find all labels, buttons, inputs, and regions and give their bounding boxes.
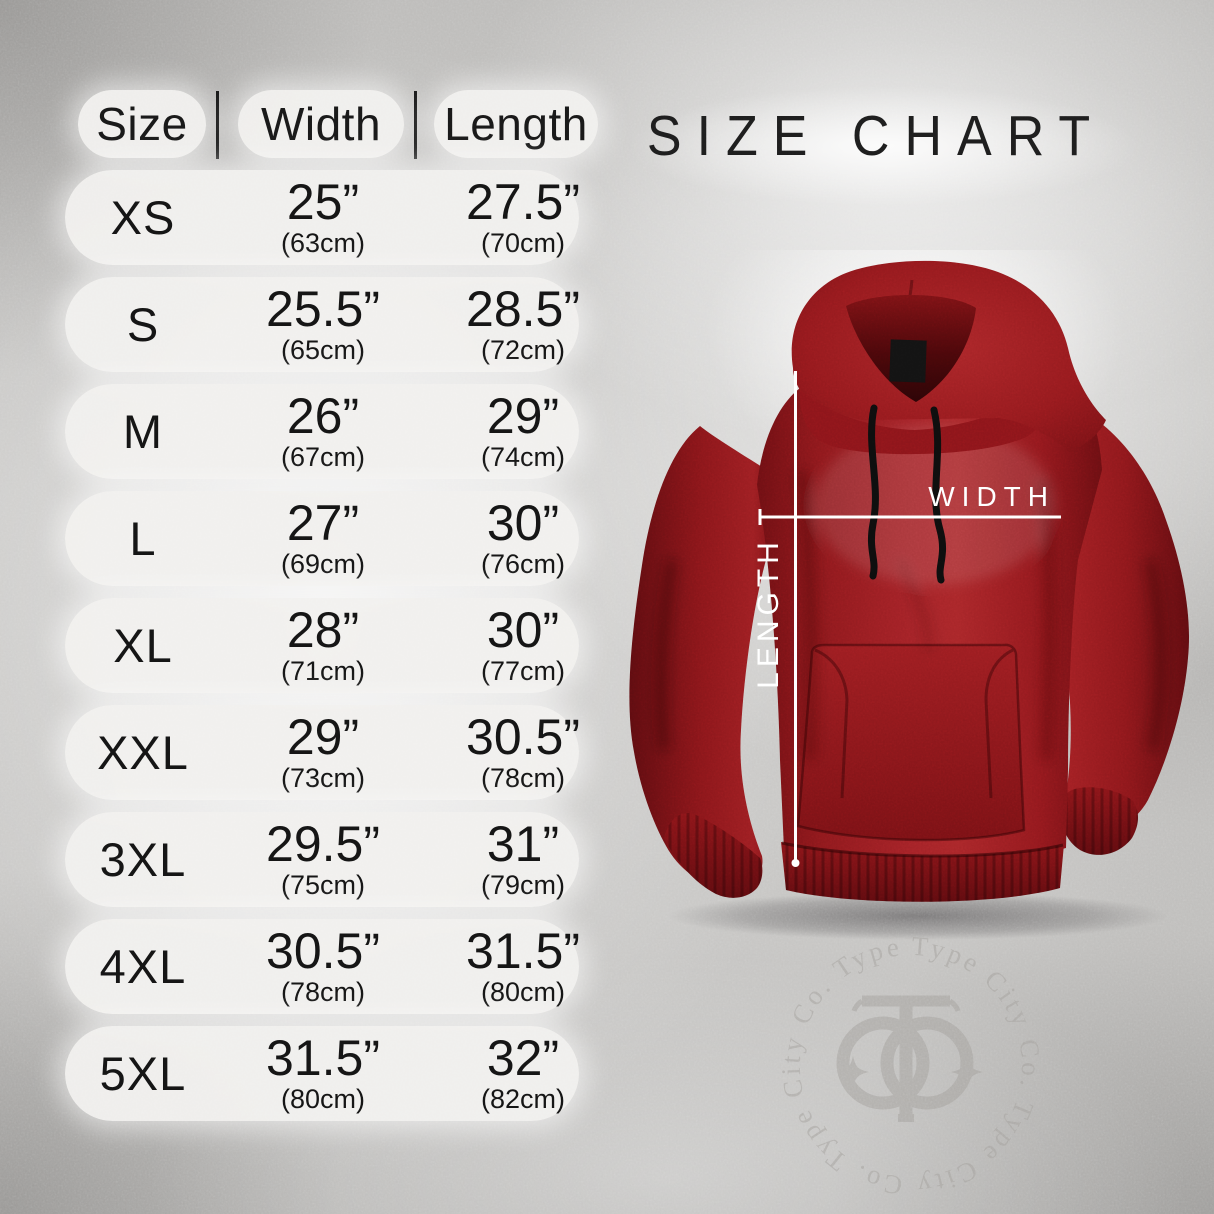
table-row: 5XL 31.5” (80cm) 32” (82cm): [65, 1026, 579, 1121]
header-width-label: Width: [260, 98, 382, 150]
table-row: XXL 29” (73cm) 30.5” (78cm): [65, 705, 580, 800]
size-cell: M: [122, 405, 164, 458]
size-cell: 4XL: [99, 940, 187, 993]
size-cell: 5XL: [99, 1047, 187, 1100]
length-inches: 30”: [486, 602, 560, 658]
width-inches: 25”: [286, 174, 360, 230]
width-inches: 31.5”: [266, 1030, 380, 1086]
table-row: XS 25” (63cm) 27.5” (70cm): [65, 170, 580, 265]
width-inches: 29”: [286, 709, 360, 765]
width-inches: 25.5”: [266, 281, 380, 337]
size-cell: XS: [110, 191, 176, 244]
width-cell: 29.5” (75cm): [223, 812, 423, 907]
size-cell: 3XL: [99, 833, 187, 886]
width-cell: 31.5” (80cm): [223, 1026, 423, 1121]
width-inches: 26”: [286, 388, 360, 444]
length-cm: (74cm): [480, 442, 565, 472]
width-cell: 29” (73cm): [223, 705, 423, 800]
header-divider: [414, 91, 417, 159]
length-cell: 30.5” (78cm): [423, 705, 623, 800]
width-inches: 29.5”: [266, 816, 380, 872]
length-cell: 30” (77cm): [423, 598, 623, 693]
table-row: 3XL 29.5” (75cm) 31” (79cm): [65, 812, 579, 907]
width-inches: 27”: [286, 495, 360, 551]
length-cm: (79cm): [480, 870, 565, 900]
size-cell: L: [129, 512, 157, 565]
hoodie-illustration: WIDTH LENGTH: [629, 250, 1190, 940]
length-cm: (77cm): [480, 656, 565, 686]
length-cell: 31.5” (80cm): [423, 919, 623, 1014]
header-size-label: Size: [96, 98, 188, 150]
header-size: Size: [78, 90, 206, 158]
length-cm: (78cm): [480, 763, 565, 793]
hood-tag: [889, 339, 927, 383]
length-cm: (76cm): [480, 549, 565, 579]
length-cm: (82cm): [480, 1084, 565, 1114]
table-row: L 27” (69cm) 30” (76cm): [65, 491, 579, 586]
width-cm: (71cm): [280, 656, 365, 686]
tc-monogram-icon: [836, 995, 974, 1122]
length-inches: 30”: [486, 495, 560, 551]
length-inches: 31”: [486, 816, 560, 872]
length-inches: 31.5”: [466, 923, 580, 979]
width-cm: (80cm): [280, 1084, 365, 1114]
width-cell: 25.5” (65cm): [223, 277, 423, 372]
length-inches: 27.5”: [466, 174, 580, 230]
header-length-label: Length: [444, 98, 588, 150]
length-inches: 30.5”: [466, 709, 580, 765]
width-cm: (78cm): [280, 977, 365, 1007]
width-cm: (75cm): [280, 870, 365, 900]
header-width: Width: [238, 90, 404, 158]
length-cm: (70cm): [480, 228, 565, 258]
length-inches: 28.5”: [466, 281, 580, 337]
width-cm: (67cm): [280, 442, 365, 472]
size-cell: XL: [113, 619, 173, 672]
width-inches: 28”: [286, 602, 360, 658]
width-cm: (65cm): [280, 335, 365, 365]
width-cell: 28” (71cm): [223, 598, 423, 693]
length-cm: (80cm): [480, 977, 565, 1007]
width-cm: (63cm): [280, 228, 365, 258]
width-cm: (69cm): [280, 549, 365, 579]
width-cell: 26” (67cm): [223, 384, 423, 479]
table-row: XL 28” (71cm) 30” (77cm): [65, 598, 579, 693]
width-inches: 30.5”: [266, 923, 380, 979]
size-table: Size Width Length XS 25” (63cm) 27.5” (7…: [62, 88, 598, 1128]
size-cell: S: [126, 298, 160, 351]
length-cell: 29” (74cm): [423, 384, 623, 479]
table-row: M 26” (67cm) 29” (74cm): [65, 384, 579, 479]
table-row: 4XL 30.5” (78cm) 31.5” (80cm): [65, 919, 580, 1014]
length-cell: 28.5” (72cm): [423, 277, 623, 372]
header-length: Length: [434, 90, 598, 158]
width-label: WIDTH: [928, 481, 1055, 512]
length-cell: 32” (82cm): [423, 1026, 623, 1121]
length-inches: 29”: [486, 388, 560, 444]
watermark: Type City Co. Type City Co. Type City Co…: [760, 925, 1043, 1201]
length-cell: 31” (79cm): [423, 812, 623, 907]
width-cell: 25” (63cm): [223, 170, 423, 265]
header-divider: [216, 91, 219, 159]
length-cell: 27.5” (70cm): [423, 170, 623, 265]
length-cell: 30” (76cm): [423, 491, 623, 586]
page-title: SIZE CHART: [646, 105, 1106, 168]
width-cell: 27” (69cm): [223, 491, 423, 586]
width-cell: 30.5” (78cm): [223, 919, 423, 1014]
width-cm: (73cm): [280, 763, 365, 793]
table-row: S 25.5” (65cm) 28.5” (72cm): [65, 277, 580, 372]
length-inches: 32”: [486, 1030, 560, 1086]
size-cell: XXL: [97, 726, 189, 779]
length-cm: (72cm): [480, 335, 565, 365]
length-label: LENGTH: [752, 537, 785, 689]
